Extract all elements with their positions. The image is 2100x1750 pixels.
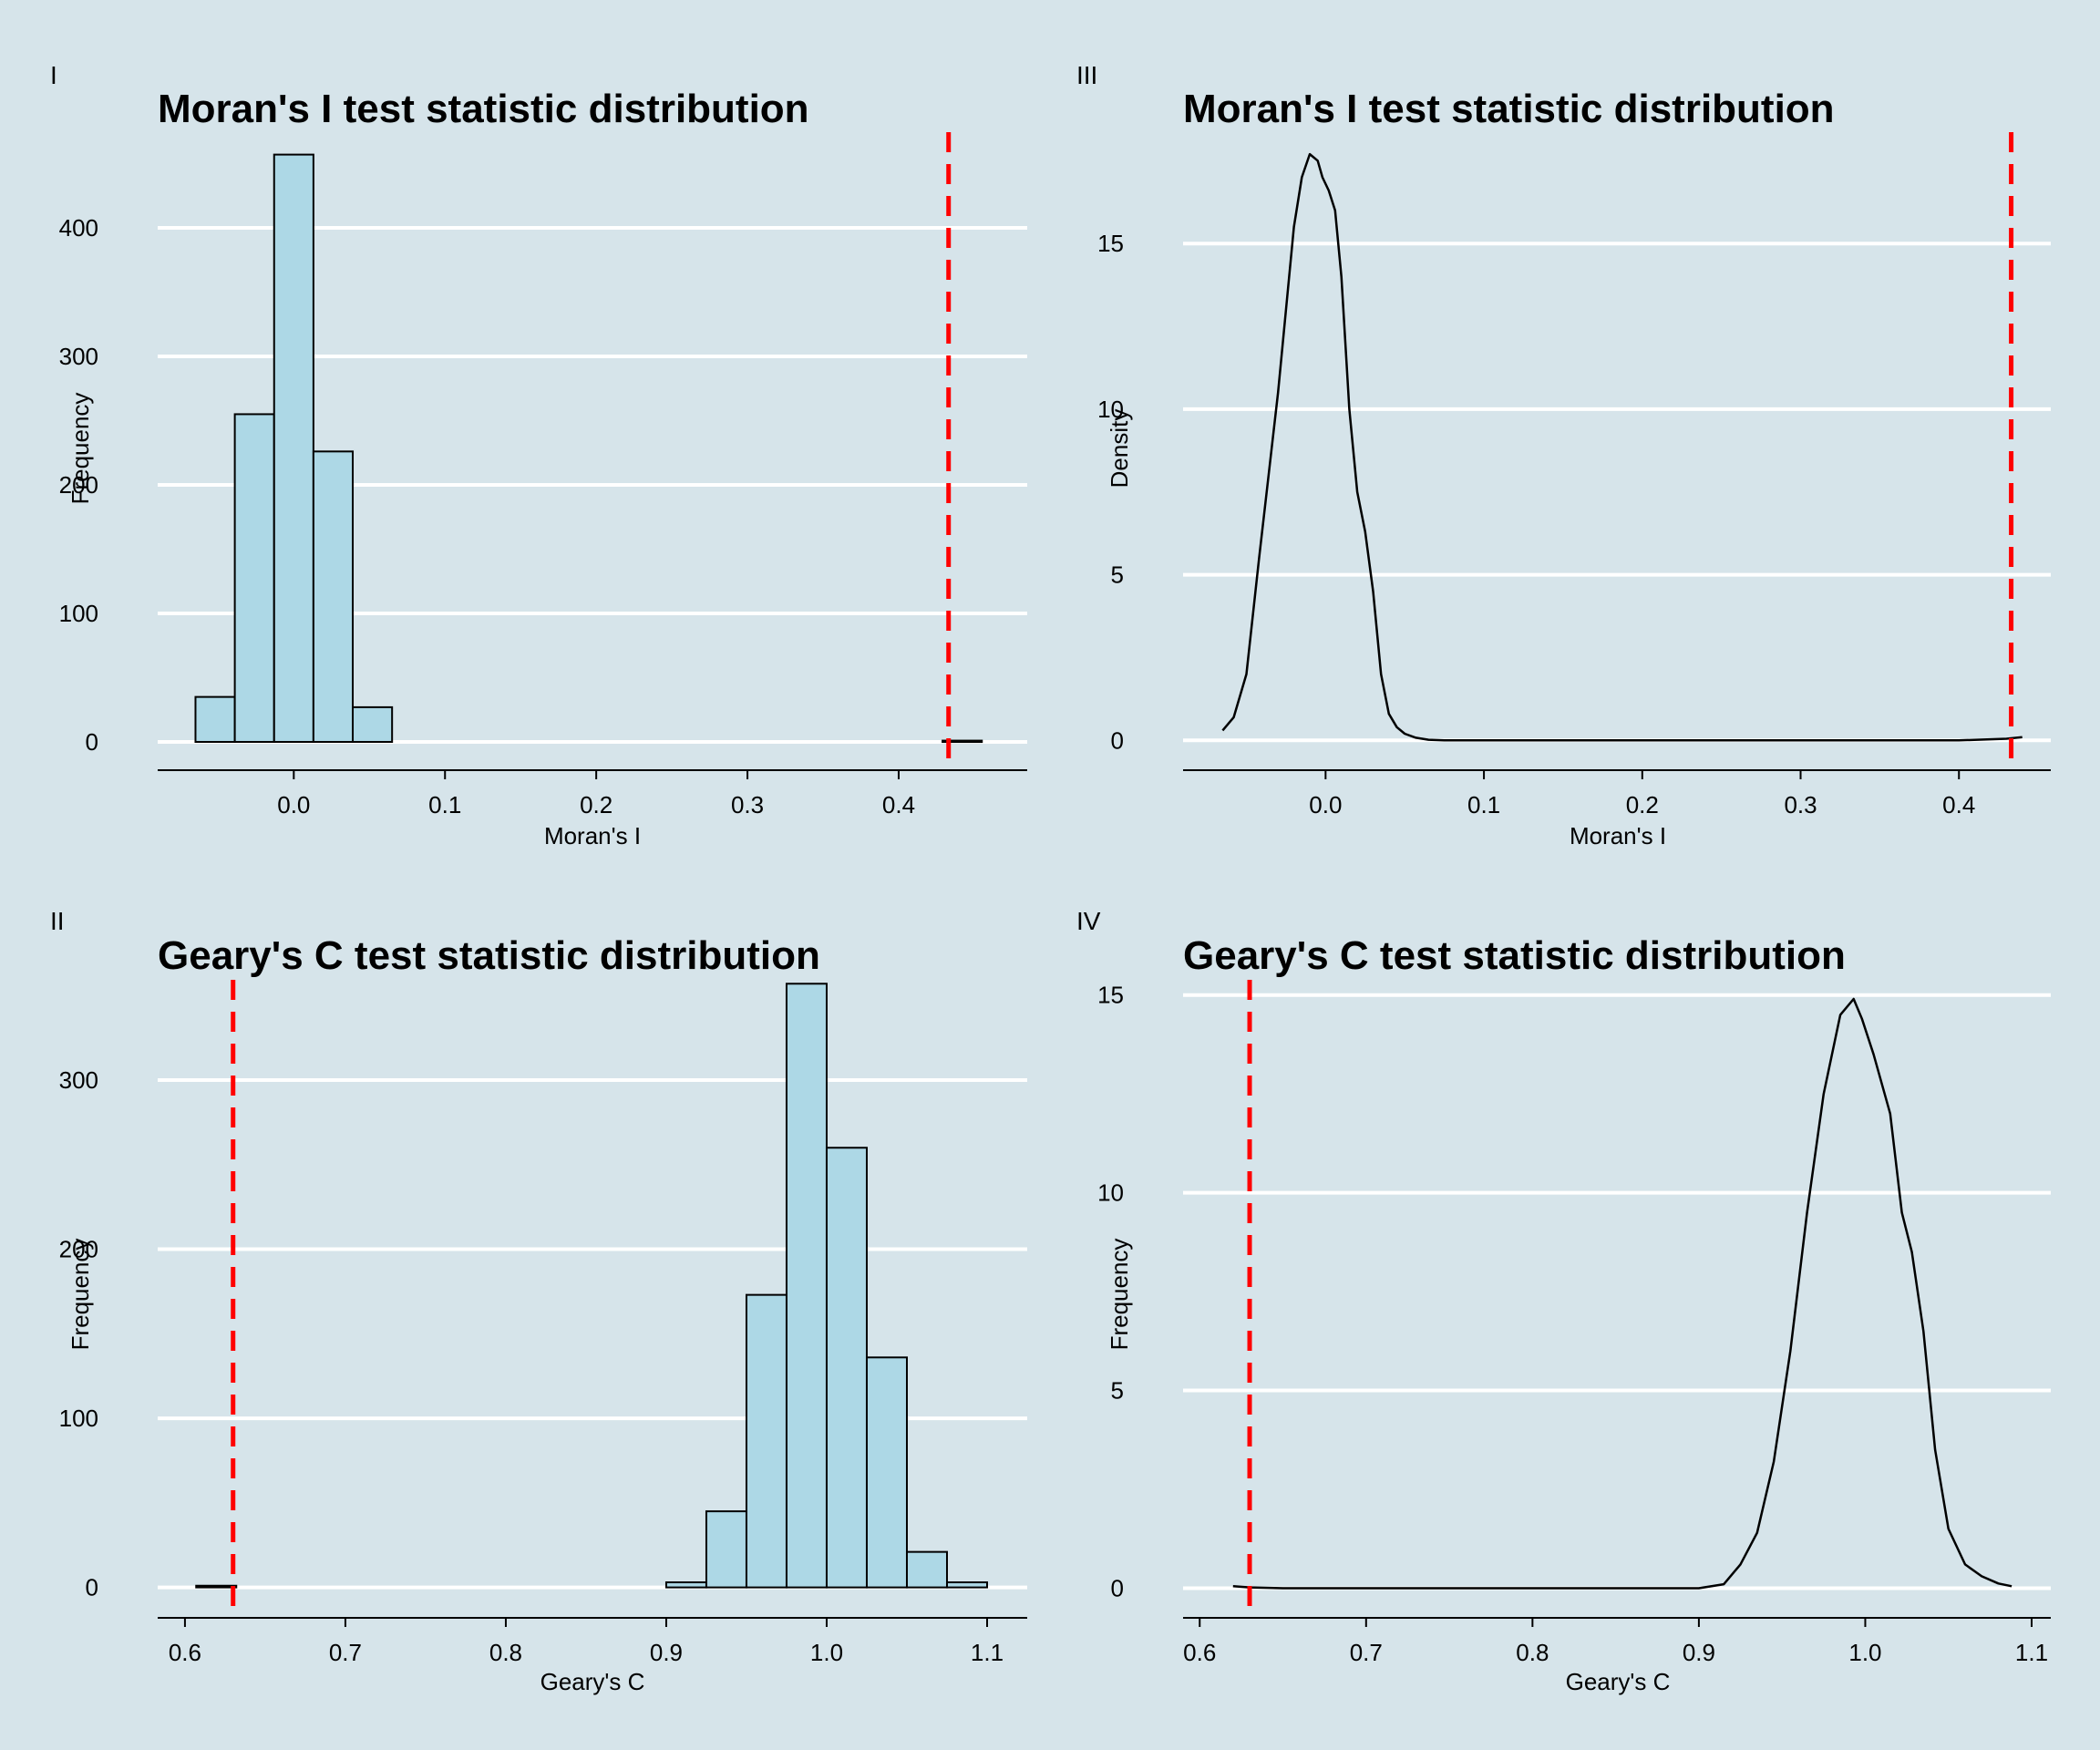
x-tick-label: 0.0 [277, 791, 310, 818]
histogram-bar [785, 983, 828, 1589]
histogram-bar [705, 1510, 747, 1589]
y-tick-label: 5 [1111, 1377, 1124, 1405]
histogram-bar [865, 1356, 908, 1589]
x-tick-label: 0.4 [1942, 791, 1975, 818]
panel-label: I [50, 61, 57, 89]
histogram-bar [352, 705, 394, 743]
y-tick-label: 200 [59, 1236, 98, 1263]
x-axis-title: Moran's I [544, 822, 641, 849]
y-axis: 0 5 10 15 [1097, 982, 1124, 1602]
x-tick-label: 0.9 [1683, 1639, 1715, 1666]
chart-title: Moran's I test statistic distribution [158, 87, 809, 131]
x-axis-title: Geary's C [540, 1668, 645, 1695]
y-tick-label: 400 [59, 214, 98, 242]
y-tick-label: 10 [1097, 396, 1124, 423]
y-tick-label: 15 [1097, 982, 1124, 1009]
x-tick-label: 0.8 [1516, 1639, 1549, 1666]
x-tick-label: 1.1 [971, 1639, 1004, 1666]
chart-title: Geary's C test statistic distribution [1183, 933, 1846, 978]
histogram-bar [312, 450, 355, 743]
histogram-bar [233, 413, 275, 743]
y-axis-title: Frequency [1106, 1239, 1133, 1351]
y-tick-label: 5 [1111, 561, 1124, 589]
panel-moran-histogram: I Moran's I test statistic distribution … [50, 61, 1027, 849]
y-tick-label: 100 [59, 1405, 98, 1432]
panel-moran-density: III Moran's I test statistic distributio… [1076, 61, 2051, 849]
x-tick-label: 0.3 [1784, 791, 1817, 818]
y-tick-label: 0 [86, 1574, 98, 1601]
x-tick-label: 0.3 [731, 791, 764, 818]
x-tick-label: 0.6 [1183, 1639, 1216, 1666]
x-tick-label: 0.7 [329, 1639, 362, 1666]
chart-title: Moran's I test statistic distribution [1183, 87, 1835, 131]
panel-label: IV [1076, 907, 1101, 935]
y-tick-label: 300 [59, 1066, 98, 1094]
x-tick-label: 0.9 [650, 1639, 683, 1666]
x-tick-label: 0.2 [580, 791, 612, 818]
histogram-bar [273, 153, 314, 743]
x-axis: 0.0 0.1 0.2 0.3 0.4 [158, 769, 1027, 818]
panel-geary-histogram: II Geary's C test statistic distribution… [50, 907, 1027, 1695]
y-tick-label: 10 [1097, 1179, 1124, 1207]
histogram-bar [945, 1581, 988, 1589]
x-tick-label: 0.0 [1309, 791, 1342, 818]
panel-label: III [1076, 61, 1097, 89]
histogram-bar [942, 739, 983, 744]
x-tick-label: 1.0 [1848, 1639, 1881, 1666]
x-tick-label: 1.1 [2015, 1639, 2048, 1666]
y-axis: 0 5 10 15 [1097, 230, 1124, 754]
density-curve [1221, 152, 2023, 742]
y-tick-label: 300 [59, 343, 98, 370]
x-axis-title: Moran's I [1570, 822, 1666, 849]
y-tick-label: 200 [59, 471, 98, 499]
y-tick-label: 0 [1111, 1574, 1124, 1601]
x-tick-label: 0.1 [428, 791, 461, 818]
histogram-bar [905, 1550, 948, 1589]
histogram-bar [825, 1147, 868, 1589]
y-tick-label: 15 [1097, 230, 1124, 257]
panel-label: II [50, 907, 65, 935]
histogram-bar [195, 1584, 238, 1589]
x-axis-title: Geary's C [1566, 1668, 1671, 1695]
density-line [1232, 997, 2012, 1590]
y-tick-label: 0 [86, 728, 98, 756]
histogram-bars [194, 153, 983, 744]
histogram-bar [745, 1293, 788, 1589]
x-tick-label: 0.2 [1626, 791, 1659, 818]
x-tick-label: 0.4 [882, 791, 915, 818]
chart-title: Geary's C test statistic distribution [158, 933, 820, 978]
x-axis: 0.6 0.7 0.8 0.9 1.0 1.1 [158, 1617, 1027, 1666]
x-tick-label: 0.7 [1350, 1639, 1383, 1666]
histogram-bars [195, 983, 988, 1589]
panel-geary-density: IV Geary's C test statistic distribution… [1076, 907, 2051, 1695]
y-axis-title: Frequency [67, 1239, 94, 1351]
x-tick-label: 0.1 [1467, 791, 1500, 818]
y-tick-label: 0 [1111, 726, 1124, 754]
x-axis: 0.0 0.1 0.2 0.3 0.4 [1183, 769, 2051, 818]
x-tick-label: 0.6 [169, 1639, 201, 1666]
density-curve [1232, 997, 2012, 1590]
y-axis-title: Density [1106, 409, 1133, 489]
histogram-bar [664, 1581, 707, 1589]
y-axis-title: Frequency [67, 393, 94, 505]
y-axis: 0 100 200 300 400 [59, 214, 98, 756]
y-axis: 0 100 200 300 [59, 1066, 98, 1601]
x-axis: 0.6 0.7 0.8 0.9 1.0 1.1 [1183, 1617, 2051, 1666]
histogram-bar [194, 695, 236, 743]
density-line [1221, 152, 2023, 742]
x-tick-label: 1.0 [810, 1639, 843, 1666]
y-tick-label: 100 [59, 600, 98, 627]
x-tick-label: 0.8 [489, 1639, 522, 1666]
